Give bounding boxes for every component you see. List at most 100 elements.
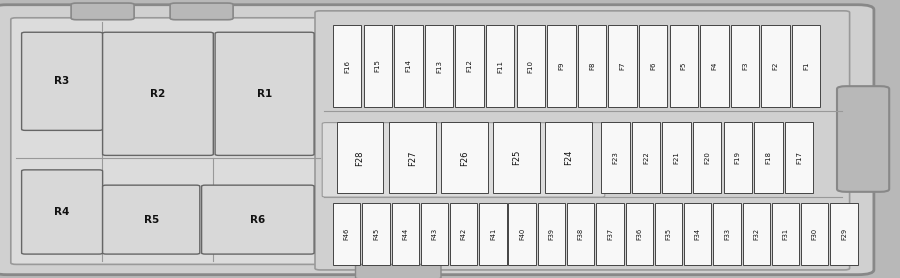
Text: F38: F38 bbox=[578, 228, 584, 240]
FancyBboxPatch shape bbox=[22, 170, 103, 254]
Bar bbox=[608, 25, 637, 107]
Bar bbox=[455, 25, 484, 107]
Bar bbox=[693, 122, 722, 193]
Text: F8: F8 bbox=[589, 62, 595, 70]
Bar bbox=[486, 25, 515, 107]
Text: F33: F33 bbox=[724, 228, 730, 240]
Text: R4: R4 bbox=[54, 207, 70, 217]
Text: R2: R2 bbox=[150, 89, 166, 99]
Bar bbox=[713, 203, 741, 265]
Text: F32: F32 bbox=[753, 228, 760, 240]
Text: F11: F11 bbox=[497, 59, 503, 73]
Bar bbox=[517, 25, 545, 107]
Bar bbox=[754, 122, 783, 193]
Text: F13: F13 bbox=[436, 59, 442, 73]
Text: F9: F9 bbox=[558, 62, 564, 70]
Bar bbox=[538, 203, 565, 265]
Bar bbox=[425, 25, 453, 107]
Text: F25: F25 bbox=[512, 150, 521, 165]
FancyBboxPatch shape bbox=[322, 123, 605, 197]
Bar bbox=[792, 25, 821, 107]
Text: F17: F17 bbox=[796, 151, 802, 164]
Bar bbox=[545, 122, 592, 193]
Text: F4: F4 bbox=[711, 62, 717, 70]
Text: F26: F26 bbox=[460, 150, 469, 165]
Bar bbox=[830, 203, 858, 265]
Bar bbox=[684, 203, 711, 265]
Text: F19: F19 bbox=[734, 151, 741, 164]
Text: F22: F22 bbox=[643, 152, 649, 164]
Text: F41: F41 bbox=[490, 228, 496, 240]
Text: F30: F30 bbox=[812, 228, 818, 240]
Text: F21: F21 bbox=[673, 151, 680, 164]
FancyBboxPatch shape bbox=[11, 18, 326, 264]
Text: F40: F40 bbox=[519, 228, 526, 240]
Bar bbox=[479, 203, 507, 265]
Bar bbox=[785, 122, 814, 193]
Bar bbox=[639, 25, 668, 107]
Bar bbox=[364, 25, 392, 107]
Bar bbox=[578, 25, 607, 107]
Text: F31: F31 bbox=[782, 228, 788, 240]
Bar bbox=[567, 203, 594, 265]
Text: F23: F23 bbox=[612, 151, 618, 164]
Text: F14: F14 bbox=[405, 59, 411, 73]
Text: F46: F46 bbox=[344, 228, 350, 240]
Text: F6: F6 bbox=[650, 62, 656, 70]
Text: F37: F37 bbox=[607, 228, 613, 240]
Bar bbox=[508, 203, 536, 265]
Bar bbox=[801, 203, 828, 265]
Text: F15: F15 bbox=[374, 59, 381, 73]
Bar bbox=[333, 25, 361, 107]
Text: F34: F34 bbox=[695, 228, 701, 240]
Text: F36: F36 bbox=[636, 228, 643, 240]
Bar bbox=[333, 203, 360, 265]
Text: R1: R1 bbox=[257, 89, 272, 99]
Bar bbox=[632, 122, 661, 193]
FancyBboxPatch shape bbox=[71, 3, 134, 20]
Text: R6: R6 bbox=[250, 215, 266, 225]
FancyBboxPatch shape bbox=[202, 185, 314, 254]
FancyBboxPatch shape bbox=[103, 185, 200, 254]
Text: F42: F42 bbox=[461, 228, 467, 240]
Text: F7: F7 bbox=[619, 62, 625, 70]
Bar bbox=[742, 203, 770, 265]
Text: F1: F1 bbox=[803, 62, 809, 70]
Bar bbox=[389, 122, 436, 193]
Bar bbox=[700, 25, 729, 107]
FancyBboxPatch shape bbox=[356, 264, 441, 278]
Bar bbox=[450, 203, 477, 265]
Text: F27: F27 bbox=[408, 150, 417, 165]
Bar bbox=[626, 203, 652, 265]
Bar bbox=[547, 25, 576, 107]
Bar bbox=[596, 203, 624, 265]
Bar bbox=[655, 203, 682, 265]
Text: F45: F45 bbox=[373, 228, 379, 240]
Bar bbox=[761, 25, 790, 107]
Text: F35: F35 bbox=[665, 228, 671, 240]
Text: F29: F29 bbox=[841, 228, 847, 240]
Bar bbox=[724, 122, 752, 193]
Bar bbox=[670, 25, 698, 107]
Bar bbox=[421, 203, 448, 265]
FancyBboxPatch shape bbox=[0, 5, 874, 275]
Text: F18: F18 bbox=[765, 151, 771, 164]
Text: R5: R5 bbox=[144, 215, 158, 225]
Text: F16: F16 bbox=[344, 59, 350, 73]
Text: F43: F43 bbox=[431, 228, 437, 240]
Text: F2: F2 bbox=[772, 62, 778, 70]
Text: F28: F28 bbox=[356, 150, 364, 165]
Text: F39: F39 bbox=[548, 228, 554, 240]
FancyBboxPatch shape bbox=[170, 3, 233, 20]
Text: R3: R3 bbox=[55, 76, 69, 86]
FancyBboxPatch shape bbox=[315, 11, 850, 270]
Bar bbox=[731, 25, 760, 107]
Bar bbox=[394, 25, 423, 107]
Text: F3: F3 bbox=[742, 62, 748, 70]
Bar bbox=[362, 203, 390, 265]
Text: F12: F12 bbox=[466, 59, 472, 73]
FancyBboxPatch shape bbox=[837, 86, 889, 192]
Bar bbox=[441, 122, 488, 193]
Bar bbox=[493, 122, 540, 193]
Text: F24: F24 bbox=[564, 150, 573, 165]
